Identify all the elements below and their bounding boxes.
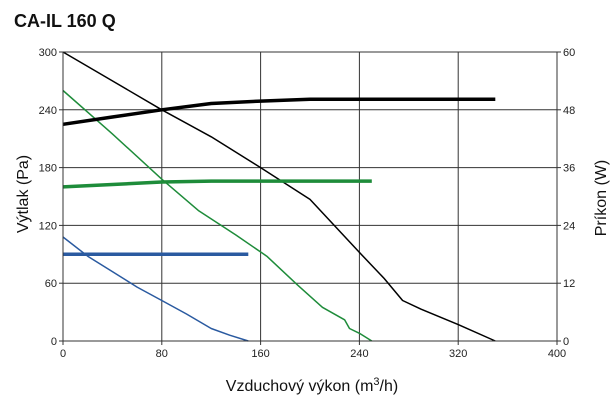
x-tick-label: 240: [350, 348, 368, 360]
y-tick-label-right: 48: [563, 105, 575, 117]
x-tick-label: 320: [449, 348, 467, 360]
x-tick-label: 160: [251, 348, 269, 360]
x-tick-label: 80: [156, 348, 168, 360]
series-line-power-4: [62, 179, 372, 189]
x-tick-label: 400: [548, 348, 566, 360]
plot-frame: [62, 51, 558, 342]
y-tick-label-right: 0: [563, 336, 569, 348]
y-tick-label-right: 36: [563, 163, 575, 175]
y-tick-label-left: 240: [39, 105, 57, 117]
series-layer: [62, 51, 496, 342]
x-axis-label: Vzduchový výkon (m3/h): [226, 376, 398, 395]
y-tick-label-left: 180: [39, 163, 57, 175]
chart-title: CA-IL 160 Q: [14, 11, 116, 31]
y-tick-label-left: 120: [39, 220, 57, 232]
y-tick-label-right: 60: [563, 47, 575, 59]
y-tick-label-left: 60: [45, 278, 57, 290]
y-axis-right-label: Príkon (W): [593, 160, 610, 236]
series-line-pressure-2: [62, 236, 249, 342]
y-tick-label-left: 0: [51, 336, 57, 348]
series-line-pressure-0: [62, 51, 496, 342]
y-tick-label-left: 300: [39, 47, 57, 59]
series-line-power-3: [62, 97, 496, 127]
x-tick-label: 0: [60, 348, 66, 360]
series-line-pressure-1: [62, 89, 373, 342]
y-tick-label-right: 12: [563, 278, 575, 290]
y-axis-left-label: Výtlak (Pa): [15, 155, 32, 233]
y-tick-label-right: 24: [563, 220, 575, 232]
